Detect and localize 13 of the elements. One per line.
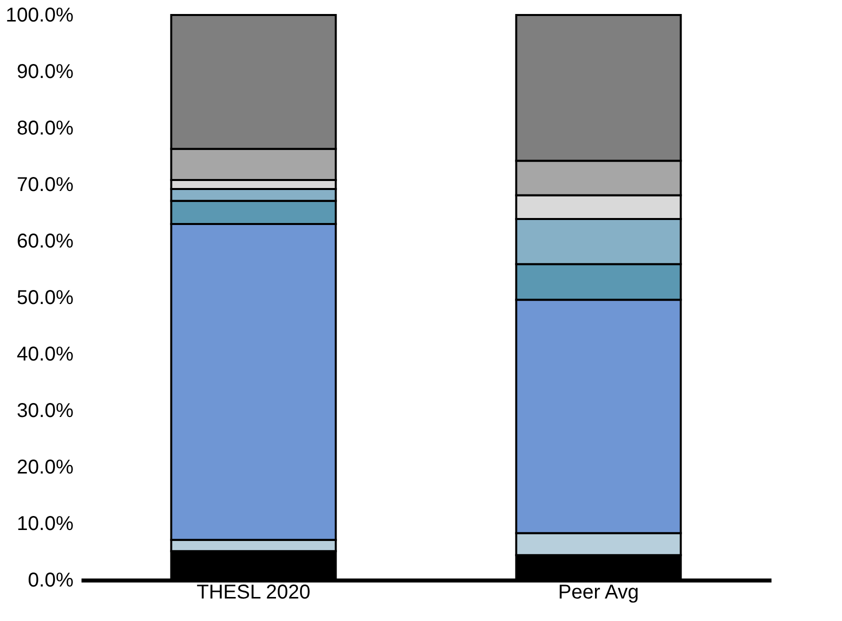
y-tick-label: 0.0% <box>28 570 74 592</box>
y-tick-label: 70.0% <box>16 174 74 196</box>
y-tick-label: 10.0% <box>16 513 74 535</box>
y-tick-label: 90.0% <box>16 61 74 83</box>
x-tick-label: Peer Avg <box>558 582 639 604</box>
y-tick-label: 100.0% <box>6 4 74 26</box>
y-tick-label: 50.0% <box>16 287 74 309</box>
x-tick-label: THESL 2020 <box>196 582 310 604</box>
y-tick-label: 60.0% <box>16 230 74 252</box>
y-tick-label: 20.0% <box>16 456 74 478</box>
y-tick-label: 40.0% <box>16 344 74 366</box>
y-tick-label: 30.0% <box>16 400 74 422</box>
y-tick-label: 80.0% <box>16 118 74 140</box>
